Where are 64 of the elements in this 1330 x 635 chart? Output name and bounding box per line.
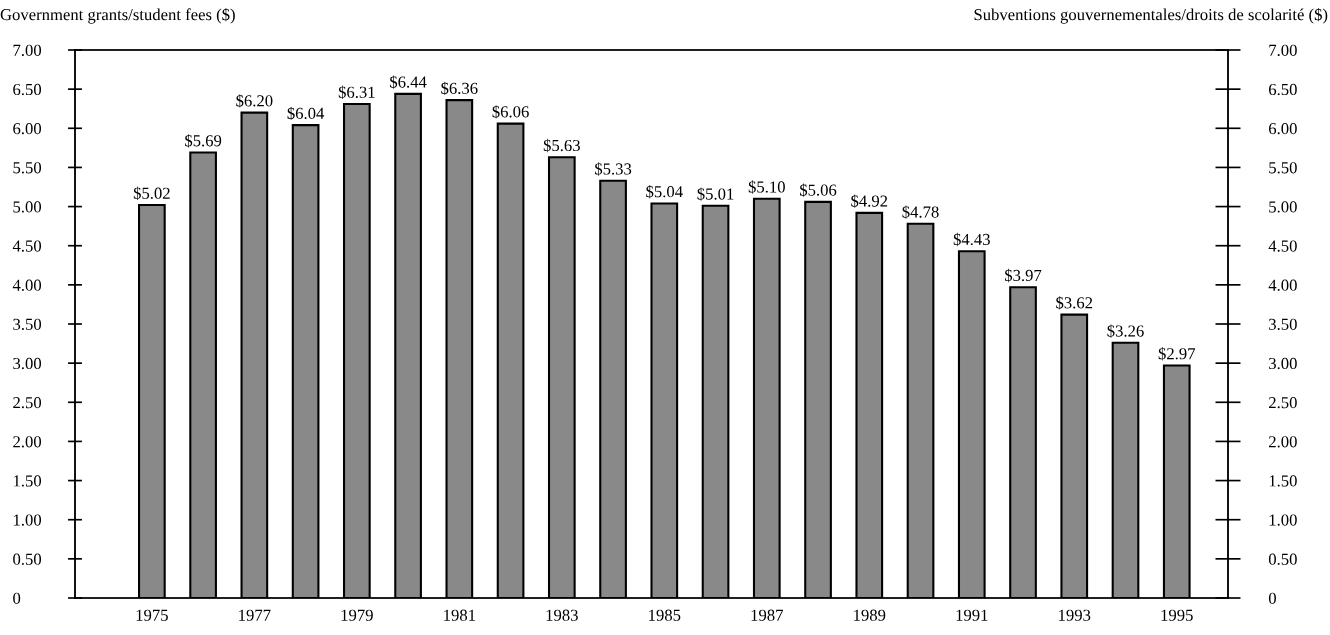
data-label: $5.06 <box>800 183 837 197</box>
data-label: $6.31 <box>338 85 375 99</box>
y-tick-label: 5.50 <box>13 162 42 174</box>
x-tick-label: 1993 <box>1059 609 1091 621</box>
y-tick-label: 5.00 <box>13 201 42 213</box>
y-tick-label: 1.50 <box>13 475 42 487</box>
data-label: $5.69 <box>185 134 222 148</box>
data-label: $6.04 <box>287 106 325 121</box>
data-label: $4.92 <box>851 194 888 208</box>
y-tick-label: 4.50 <box>12 240 42 252</box>
data-label: $6.06 <box>492 105 529 119</box>
y-tick-label: 4.00 <box>12 279 42 291</box>
y2-axis-title: Subventions gouvernementales/droits de scolarité ($) <box>974 8 1328 24</box>
y2-tick-label: 6.00 <box>1268 122 1297 135</box>
data-label: $5.63 <box>543 138 580 153</box>
y-tick-label: 3.50 <box>13 318 42 331</box>
data-label: $6.44 <box>390 75 427 89</box>
data-label: $5.01 <box>697 187 734 201</box>
y2-tick-label: 3.00 <box>1269 357 1297 370</box>
y2-tick-label: 6.50 <box>1268 83 1297 96</box>
x-tick-label: 1995 <box>1161 609 1193 621</box>
y-tick-label: 3.00 <box>13 357 42 370</box>
data-label: $5.10 <box>748 180 785 194</box>
y-axis-title: Government grants/student fees ($) <box>0 8 235 24</box>
data-label: $3.26 <box>1107 324 1144 338</box>
data-label: $6.20 <box>236 94 273 108</box>
x-tick-label: 1979 <box>341 609 373 621</box>
y-tick-label: 0.50 <box>13 553 42 565</box>
y2-tick-label: 0.50 <box>1268 553 1297 565</box>
data-label: $5.04 <box>646 185 683 199</box>
y2-tick-label: 5.00 <box>1269 201 1297 213</box>
y2-tick-label: 0 <box>1268 592 1276 604</box>
y2-tick-label: 7.00 <box>1269 44 1297 57</box>
data-label: $5.33 <box>595 162 632 176</box>
y2-tick-label: 2.00 <box>1269 436 1297 448</box>
x-tick-label: 1989 <box>854 609 886 621</box>
y2-tick-label: 2.50 <box>1269 396 1297 409</box>
data-label: $6.36 <box>441 81 478 96</box>
data-label: $3.97 <box>1004 268 1042 283</box>
x-tick-label: 1977 <box>239 609 271 621</box>
y-tick-label: 2.50 <box>13 396 42 409</box>
x-tick-label: 1975 <box>136 609 168 621</box>
x-tick-label: 1981 <box>444 609 475 621</box>
y-tick-label: 6.00 <box>13 122 42 135</box>
y-tick-label: 0 <box>13 592 21 604</box>
y2-tick-label: 4.50 <box>1268 240 1297 252</box>
data-label: $4.78 <box>902 205 939 219</box>
y-tick-label: 2.00 <box>13 436 42 448</box>
y-tick-label: 7.00 <box>13 44 42 57</box>
y2-tick-label: 5.50 <box>1269 162 1297 174</box>
y-tick-label: 6.50 <box>13 83 42 96</box>
data-label: $5.02 <box>133 186 170 200</box>
y2-tick-label: 1.50 <box>1269 475 1297 487</box>
x-tick-label: 1987 <box>751 609 783 621</box>
x-tick-label: 1985 <box>649 609 681 621</box>
y2-tick-label: 3.50 <box>1269 318 1297 331</box>
data-label: $2.97 <box>1158 347 1196 361</box>
y2-tick-label: 1.00 <box>1269 514 1297 526</box>
x-tick-label: 1983 <box>546 609 578 621</box>
x-tick-label: 1991 <box>956 609 988 621</box>
y2-tick-label: 4.00 <box>1268 279 1297 291</box>
y-tick-label: 1.00 <box>13 514 42 526</box>
data-label: $3.62 <box>1056 296 1093 310</box>
data-label: $4.43 <box>953 232 990 247</box>
